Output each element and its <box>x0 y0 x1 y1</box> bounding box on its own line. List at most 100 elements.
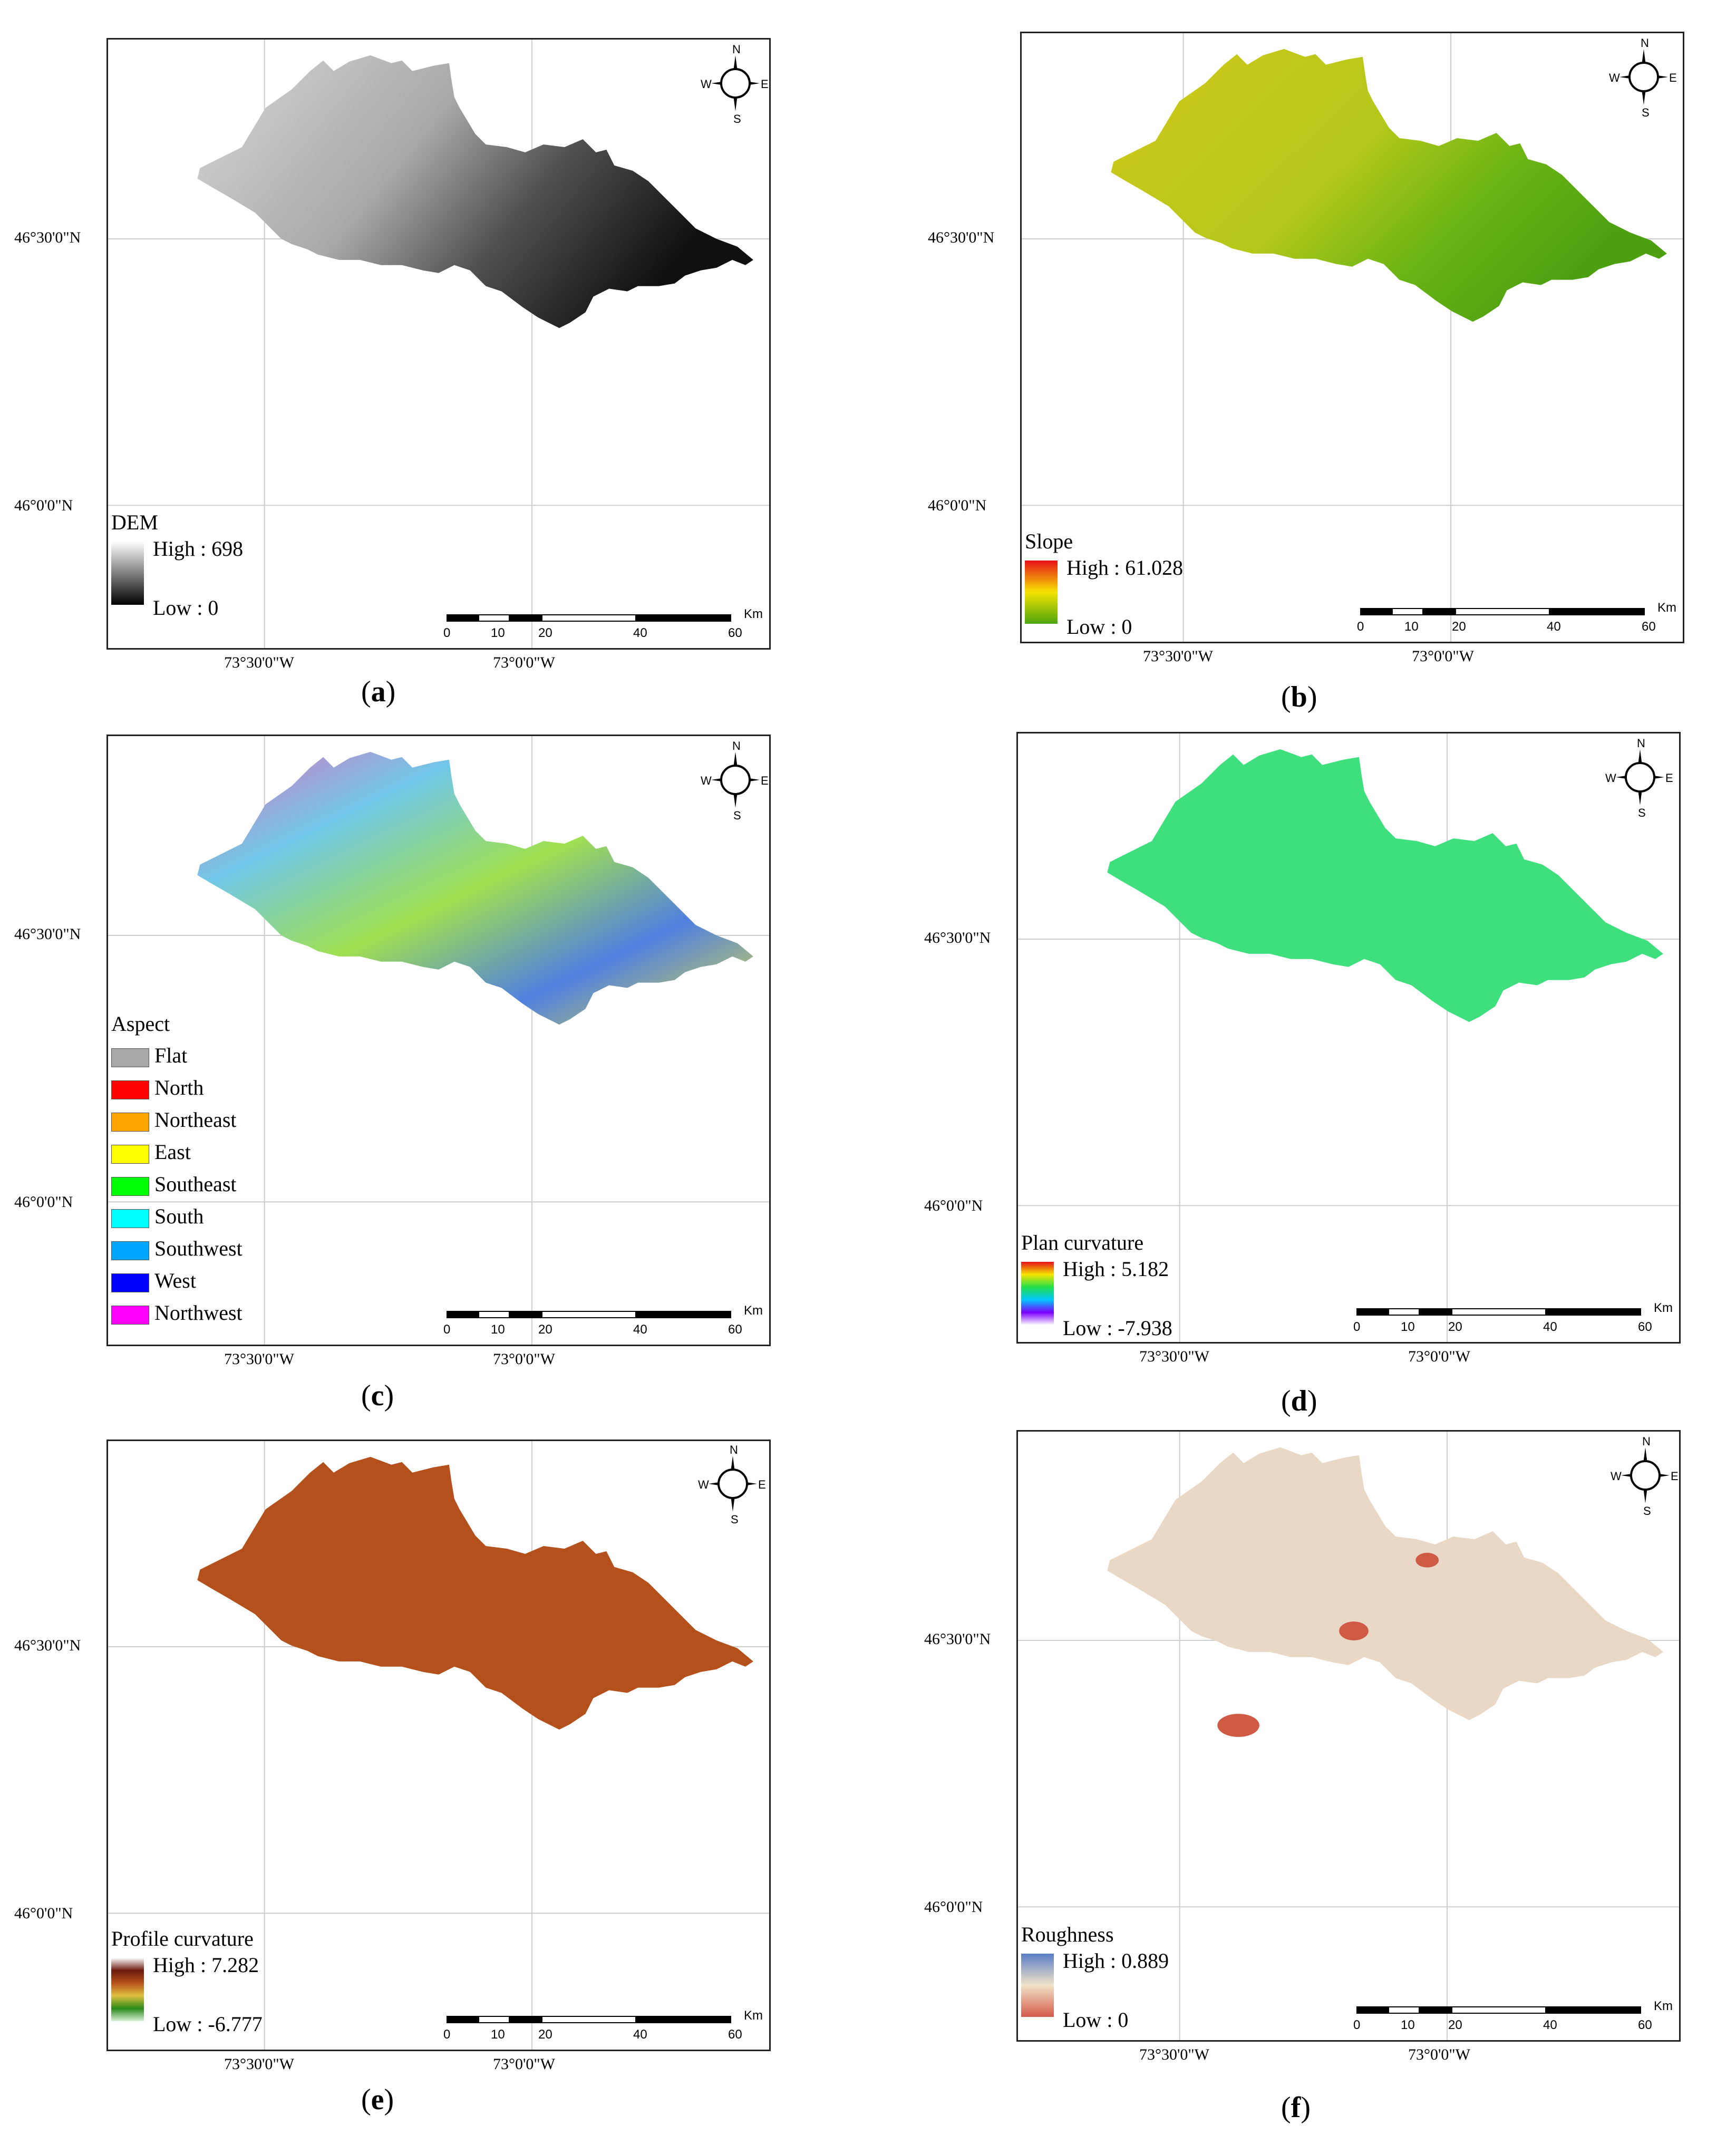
scale-tick-label: 20 <box>1448 2018 1462 2032</box>
dem-map <box>108 40 769 648</box>
legend-item: Northeast <box>111 1107 237 1132</box>
compass-e-label: E <box>1669 71 1677 84</box>
compass-w-label: W <box>698 1478 709 1491</box>
panel-caption: (a) <box>361 675 395 709</box>
roughness-patch <box>1217 1714 1259 1737</box>
scale-tick-label: 20 <box>538 626 552 640</box>
legend-high-label: High : 0.889 <box>1063 1949 1169 1973</box>
scale-segment <box>1420 2006 1451 2014</box>
latitude-label: 46°0'0"N <box>14 1193 73 1211</box>
map-panel-slope: N S W E 0 10 20 40 60 Km Slope High : 61.028 Low : 0 <box>1020 32 1684 643</box>
scale-tick-label: 10 <box>1401 2018 1415 2032</box>
scale-tick-label: 40 <box>1547 620 1561 634</box>
latitude-label: 46°0'0"N <box>14 1905 73 1922</box>
scale-tick-label: 10 <box>491 2027 505 2042</box>
compass-rose-icon <box>711 55 760 111</box>
scale-segment <box>478 1311 510 1318</box>
scale-segment <box>1546 2006 1641 2014</box>
scale-segment <box>636 1311 731 1318</box>
compass-e-label: E <box>761 774 769 787</box>
panel-caption: (c) <box>361 1379 394 1413</box>
compass-rose-icon <box>709 1456 757 1512</box>
scale-bar: 0 10 20 40 60 Km <box>1353 1999 1673 2035</box>
scale-segment <box>1356 1308 1388 1316</box>
scale-tick-label: 40 <box>633 626 647 640</box>
caption-letter: f <box>1291 2091 1301 2124</box>
legend-item: East <box>111 1139 191 1164</box>
legend-swatch <box>111 1048 149 1067</box>
legend-item: Northwest <box>111 1300 243 1325</box>
scale-tick-label: 40 <box>633 1322 647 1337</box>
legend-title: Plan curvature <box>1021 1231 1144 1254</box>
scale-segment <box>1392 608 1423 615</box>
legend-item: Southwest <box>111 1236 243 1260</box>
legend-title: DEM <box>111 510 158 534</box>
compass-n-label: N <box>1641 36 1649 50</box>
scale-segment <box>447 1311 478 1318</box>
legend-title: Aspect <box>111 1012 170 1036</box>
north-arrow-compass: N S W E <box>701 739 769 822</box>
map-panel-profile-curvature: N S W E 0 10 20 40 60 Km Profile curvature High : 7… <box>106 1440 771 2051</box>
legend-swatch <box>111 1209 149 1228</box>
legend-item-label: Northeast <box>154 1108 237 1132</box>
scale-tick-label: 60 <box>1638 2018 1652 2032</box>
plan-curvature-map <box>1018 733 1679 1342</box>
caption-letter: b <box>1291 681 1307 713</box>
longitude-label: 73°30'0"W <box>1139 2046 1209 2063</box>
caption-open-paren: ( <box>1281 681 1291 713</box>
scale-tick-label: 60 <box>1638 1320 1652 1334</box>
scale-tick-label: 0 <box>1353 2018 1361 2032</box>
latitude-label: 46°0'0"N <box>924 1197 983 1214</box>
compass-s-label: S <box>1638 806 1646 819</box>
legend-high-label: High : 7.282 <box>153 1953 259 1977</box>
scale-bar: 0 10 20 40 60 Km <box>443 607 763 643</box>
north-arrow-compass: N S W E <box>1609 36 1677 119</box>
legend-item: Southeast <box>111 1172 237 1196</box>
legend-high-label: High : 698 <box>153 537 244 561</box>
longitude-label: 73°0'0"W <box>1408 2046 1470 2063</box>
compass-rose-icon <box>1616 749 1664 805</box>
legend-color-ramp <box>111 542 144 605</box>
roughness-patch <box>1415 1552 1439 1568</box>
map-panel-roughness: N S W E 0 10 20 40 60 Km Roughness High : 0.889 Low … <box>1016 1430 1681 2042</box>
legend-item: Flat <box>111 1043 188 1067</box>
compass-n-label: N <box>732 43 741 56</box>
scale-segment <box>447 614 478 622</box>
north-arrow-compass: N S W E <box>701 43 769 125</box>
legend-color-ramp <box>1021 1262 1054 1325</box>
compass-e-label: E <box>758 1478 766 1491</box>
legend-color-ramp <box>1021 1954 1054 2017</box>
profile-curvature-map <box>108 1441 769 2050</box>
legend-item-label: Southeast <box>154 1172 237 1196</box>
longitude-label: 73°30'0"W <box>224 654 294 671</box>
scale-unit-label: Km <box>1654 1999 1673 2013</box>
latitude-label: 46°30'0"N <box>924 1630 991 1648</box>
scale-segment <box>1423 608 1455 615</box>
compass-e-label: E <box>1671 1470 1679 1483</box>
scale-bar: 0 10 20 40 60 Km <box>443 1303 763 1339</box>
legend-low-label: Low : -6.777 <box>153 2012 263 2036</box>
legend-title: Slope <box>1025 529 1073 553</box>
scale-segment <box>510 614 541 622</box>
scale-tick-label: 0 <box>1357 620 1364 634</box>
scale-segment <box>1546 1308 1641 1316</box>
legend-item-label: Flat <box>154 1044 188 1067</box>
scale-tick-label: 40 <box>1543 1320 1557 1334</box>
longitude-label: 73°30'0"W <box>1143 648 1213 665</box>
legend-title: Profile curvature <box>111 1927 254 1950</box>
compass-rose-icon <box>1619 49 1668 105</box>
map-panel-dem: N S W E 0 10 20 40 60 Km DEM High : 698 Low : 0 <box>106 38 771 650</box>
caption-letter: c <box>371 1379 384 1412</box>
compass-w-label: W <box>1609 71 1620 84</box>
legend-swatch <box>111 1112 149 1132</box>
legend-item-label: West <box>154 1269 196 1292</box>
caption-open-paren: ( <box>1281 1385 1291 1417</box>
latitude-label: 46°0'0"N <box>928 497 987 514</box>
longitude-label: 73°30'0"W <box>224 1350 294 1368</box>
legend-high-label: High : 61.028 <box>1066 556 1184 579</box>
latitude-label: 46°30'0"N <box>14 925 81 943</box>
scale-tick-label: 10 <box>491 626 505 640</box>
latitude-label: 46°30'0"N <box>924 929 991 946</box>
compass-s-label: S <box>1642 106 1650 119</box>
longitude-label: 73°0'0"W <box>1408 1348 1470 1365</box>
